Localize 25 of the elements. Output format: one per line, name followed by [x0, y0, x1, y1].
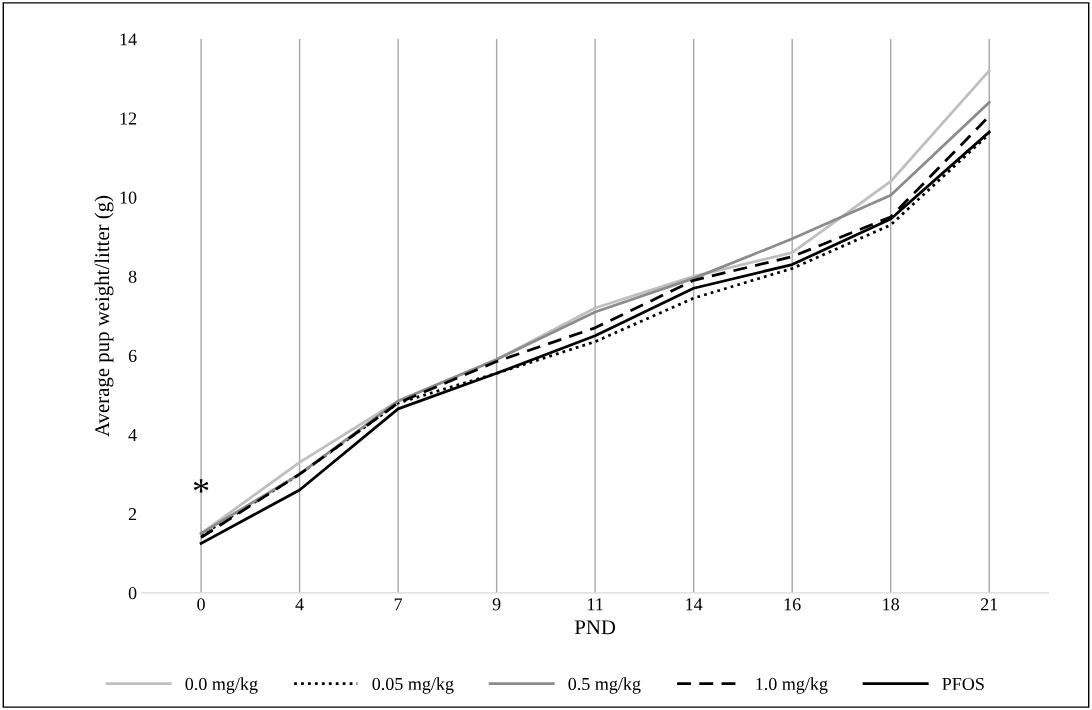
y-tick-label: 6 [128, 349, 137, 362]
y-axis-title: Average pup weight/litter (g) [94, 195, 114, 437]
x-tick-label: 16 [784, 598, 801, 611]
y-tick-label: 14 [120, 33, 137, 46]
y-tick-label: 12 [120, 112, 137, 125]
legend-label: 0.5 mg/kg [568, 677, 641, 694]
x-tick-label: 14 [686, 598, 703, 611]
y-tick-label: 2 [128, 508, 137, 520]
legend-label: PFOS [942, 677, 984, 691]
x-tick-label: 0 [197, 598, 205, 611]
y-tick-label: 8 [128, 270, 137, 283]
x-tick-label: 18 [883, 598, 900, 611]
y-tick-label: 4 [128, 429, 137, 441]
x-axis-title: PND [574, 620, 616, 635]
x-tick-label: 9 [492, 598, 501, 611]
x-tick-label: 21 [980, 598, 998, 611]
legend-label: 0.0 mg/kg [185, 677, 258, 694]
legend-label: 0.05 mg/kg [372, 677, 454, 694]
annotation: * [193, 479, 209, 493]
legend-label: 1.0 mg/kg [756, 677, 828, 694]
y-tick-label: 0 [128, 587, 137, 600]
y-tick-label: 10 [120, 191, 137, 204]
x-tick-label: 11 [588, 598, 603, 611]
x-tick-label: 4 [295, 598, 304, 611]
x-tick-label: 7 [394, 598, 403, 611]
